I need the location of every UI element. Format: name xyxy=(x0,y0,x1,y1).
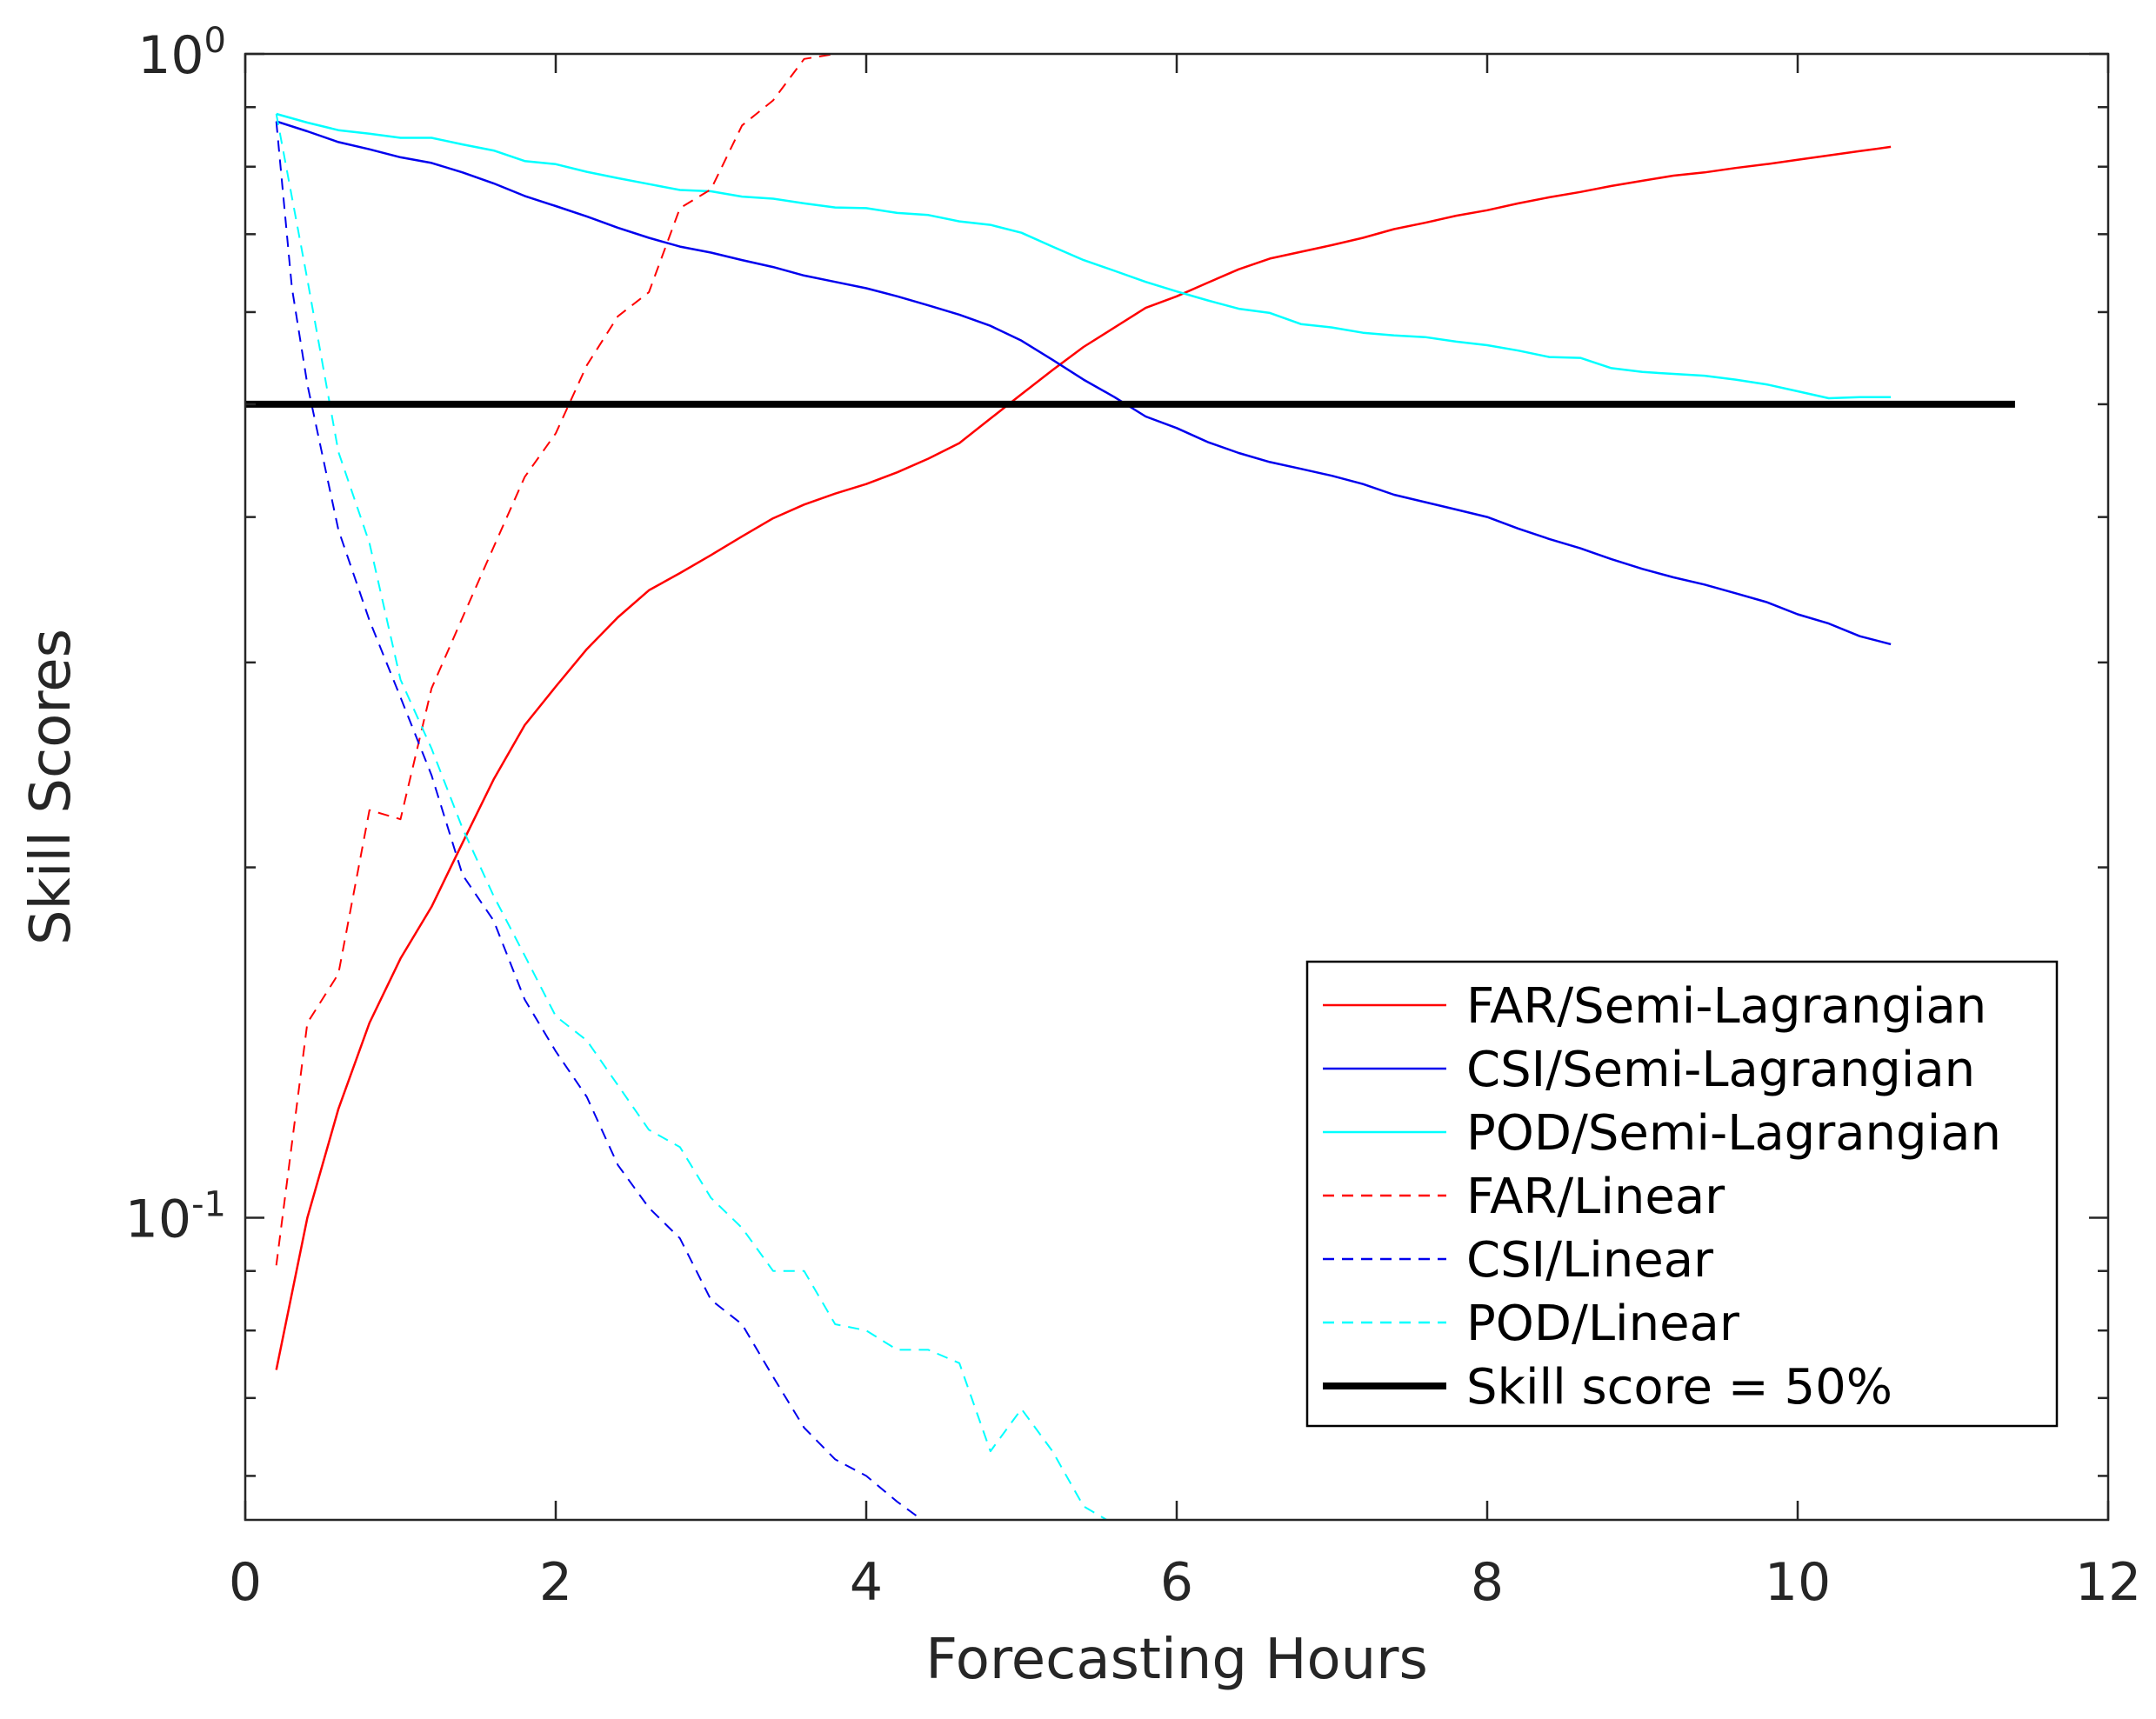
x-axis-label: Forecasting Hours xyxy=(925,1628,1428,1692)
series-layer xyxy=(245,54,2015,1520)
legend-label-csi-linear: CSI/Linear xyxy=(1466,1232,1714,1289)
x-tick-label: 6 xyxy=(1160,1552,1193,1613)
series-line-pod-linear xyxy=(275,113,1109,1520)
x-tick-label: 10 xyxy=(1765,1552,1831,1613)
x-tick-label: 8 xyxy=(1471,1552,1504,1613)
legend-label-csi-semi-lagrangian: CSI/Semi-Lagrangian xyxy=(1466,1042,1975,1098)
series-line-pod-semi-lagrangian xyxy=(276,112,1892,400)
legend-label-far-semi-lagrangian: FAR/Semi-Lagrangian xyxy=(1466,978,1986,1035)
y-tick-label: 100 xyxy=(137,21,226,86)
legend-label-pod-semi-lagrangian: POD/Semi-Lagrangian xyxy=(1466,1105,2001,1162)
series-line-csi-linear xyxy=(275,121,924,1520)
series-line-far-semi-lagrangian xyxy=(275,145,1892,1370)
y-axis-label: Skill Scores xyxy=(19,629,83,945)
y-tick-label: 10-1 xyxy=(125,1184,226,1249)
x-tick-label: 4 xyxy=(850,1552,883,1613)
legend: FAR/Semi-Lagrangian CSI/Semi-Lagrangian PO… xyxy=(1305,960,2059,1428)
legend-label-far-linear: FAR/Linear xyxy=(1466,1169,1725,1225)
series-line-csi-semi-lagrangian xyxy=(276,120,1892,646)
x-tick-label: 12 xyxy=(2075,1552,2141,1613)
x-tick-label: 2 xyxy=(539,1552,572,1613)
x-tick-label: 0 xyxy=(229,1552,262,1613)
legend-label-pod-linear: POD/Linear xyxy=(1466,1296,1740,1352)
ticks-layer: 0 2 4 6 8 10 12 100 10-1 xyxy=(125,21,2141,1613)
legend-box xyxy=(1305,960,2059,1428)
legend-label-skill-score-50: Skill score = 50% xyxy=(1466,1359,1892,1416)
series-line-far-linear xyxy=(275,54,1892,1266)
